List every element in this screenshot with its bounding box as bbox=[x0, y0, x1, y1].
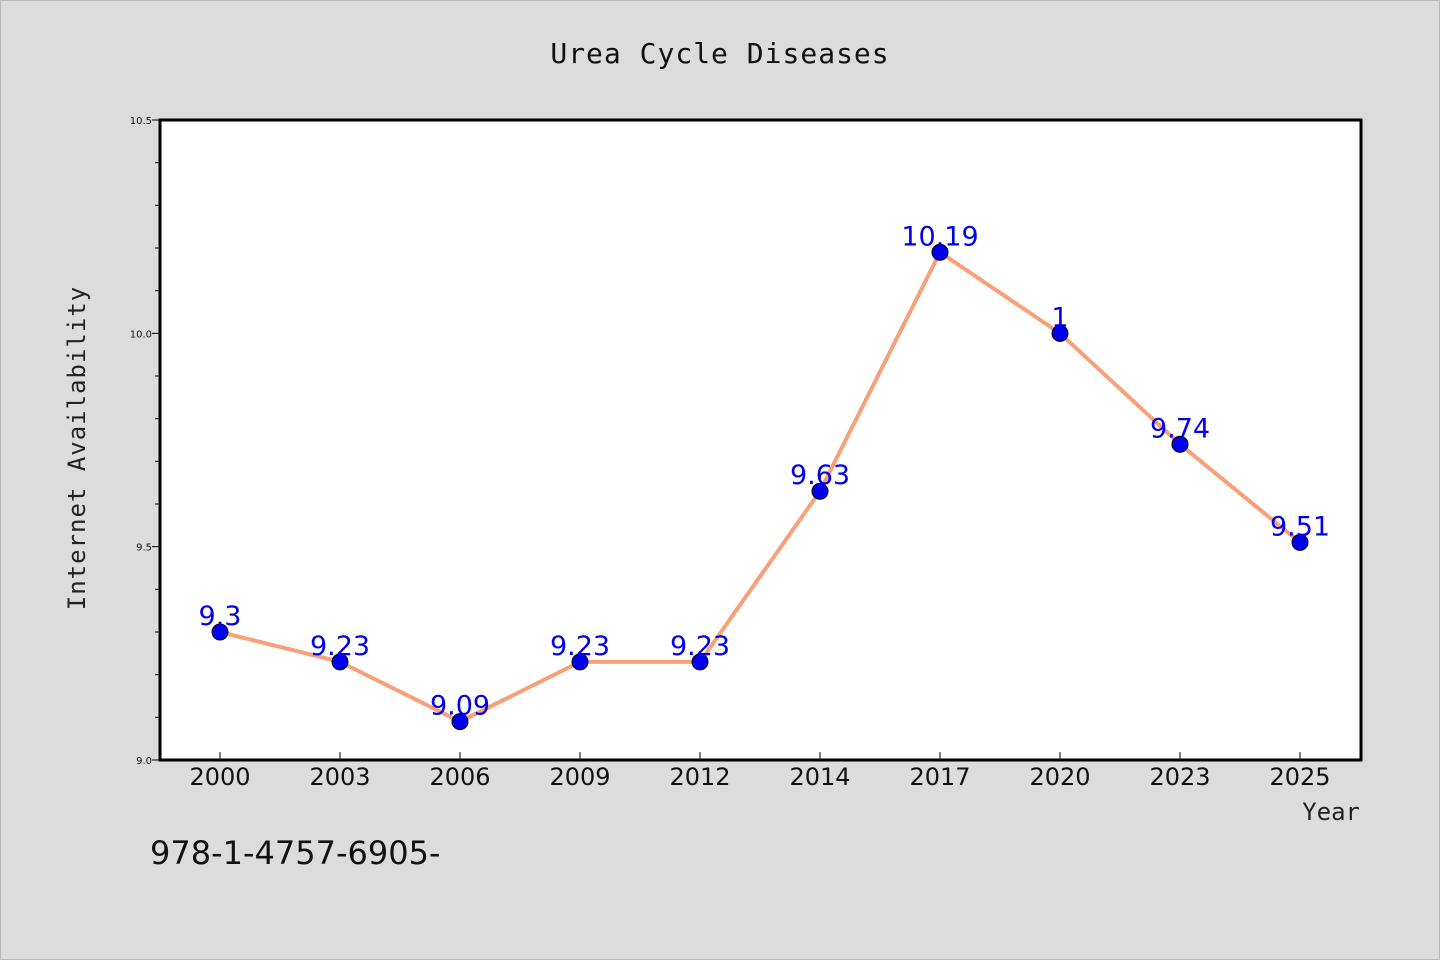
x-tick-label: 2009 bbox=[549, 763, 610, 791]
y-tick-label: 9.5 bbox=[136, 543, 152, 554]
y-tick-label: 10.5 bbox=[130, 116, 152, 127]
x-tick-label: 2006 bbox=[429, 763, 490, 791]
x-tick-label: 2017 bbox=[909, 763, 970, 791]
data-points bbox=[211, 243, 1309, 731]
y-tick-label: 9.0 bbox=[136, 756, 152, 767]
x-axis: 2000 2003 2006 2009 2012 2014 2017 2020 2023 2025 bbox=[189, 752, 1331, 791]
data-point bbox=[451, 713, 469, 731]
data-point bbox=[1051, 324, 1069, 342]
y-axis-label: Internet Availability bbox=[63, 286, 91, 610]
x-tick-label: 2003 bbox=[309, 763, 370, 791]
data-label: 9.23 bbox=[670, 631, 730, 662]
data-label: 9.3 bbox=[199, 601, 242, 632]
x-tick-label: 2023 bbox=[1149, 763, 1210, 791]
data-label: 10.19 bbox=[901, 221, 978, 252]
chart-title: Urea Cycle Diseases bbox=[550, 37, 889, 70]
data-label: 9.23 bbox=[550, 631, 610, 662]
data-point bbox=[811, 482, 829, 500]
x-tick-label: 2000 bbox=[189, 763, 250, 791]
x-tick-label: 2012 bbox=[669, 763, 730, 791]
data-label: 9.09 bbox=[430, 691, 490, 722]
data-label: 9.74 bbox=[1150, 413, 1210, 444]
x-axis-label: Year bbox=[1302, 798, 1360, 826]
data-labels: 9.3 9.23 9.09 9.23 9.23 9.63 10.19 1 9.74 9.51 bbox=[199, 221, 1331, 721]
y-axis: 9.0 9.5 10.0 10.5 bbox=[130, 116, 160, 767]
data-label: 1 bbox=[1051, 302, 1068, 333]
x-tick-label: 2020 bbox=[1029, 763, 1090, 791]
data-point bbox=[331, 653, 349, 671]
data-label: 9.23 bbox=[310, 631, 370, 662]
plot-area bbox=[160, 120, 1361, 760]
data-point bbox=[211, 623, 229, 641]
x-tick-label: 2014 bbox=[789, 763, 850, 791]
data-point bbox=[1291, 533, 1309, 551]
y-tick-label: 10.0 bbox=[130, 329, 152, 340]
data-point bbox=[691, 653, 709, 671]
series-line bbox=[219, 250, 1302, 724]
x-tick-label: 2025 bbox=[1269, 763, 1330, 791]
plot-frame bbox=[158, 118, 1363, 762]
data-label: 9.63 bbox=[790, 460, 850, 491]
data-point bbox=[1171, 435, 1189, 453]
footer-text: 978-1-4757-6905- bbox=[150, 834, 441, 872]
data-point bbox=[571, 653, 589, 671]
data-point bbox=[931, 243, 949, 261]
data-label: 9.51 bbox=[1270, 511, 1330, 542]
